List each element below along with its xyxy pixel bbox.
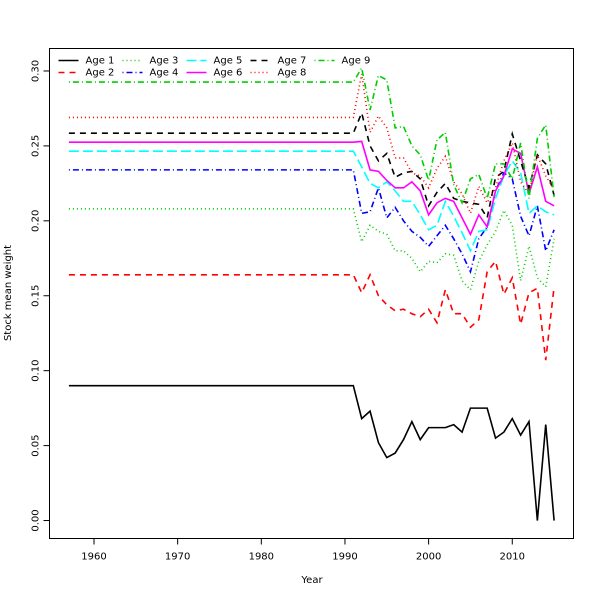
series-line — [68, 140, 555, 237]
legend-label: Age 9 — [342, 56, 371, 67]
x-tick-label: 1980 — [249, 552, 274, 563]
y-axis-label: Stock mean weight — [3, 245, 14, 341]
x-axis-label: Year — [300, 575, 323, 586]
y-tick-label: 0.25 — [31, 135, 42, 157]
legend-label: Age 5 — [214, 56, 243, 67]
legend-label: Age 2 — [86, 68, 115, 79]
series-line — [68, 65, 555, 205]
y-tick-label: 0.05 — [31, 434, 42, 456]
y-tick-label: 0.10 — [31, 360, 42, 382]
y-tick-label: 0.30 — [31, 60, 42, 82]
series-line — [68, 110, 555, 220]
series-line — [68, 150, 555, 253]
x-tick-label: 2010 — [500, 552, 525, 563]
series-line — [68, 384, 555, 521]
legend-label: Age 8 — [278, 68, 307, 79]
plot-frame — [49, 48, 574, 539]
series-line — [68, 259, 555, 361]
y-tick-label: 0.15 — [31, 285, 42, 307]
legend-label: Age 4 — [150, 68, 179, 79]
series-line — [68, 208, 555, 292]
y-tick-label: 0.00 — [31, 509, 42, 531]
series-line — [68, 169, 555, 275]
x-tick-label: 2000 — [416, 552, 441, 563]
legend-label: Age 3 — [150, 56, 179, 67]
x-tick-label: 1990 — [332, 552, 357, 563]
y-tick-label: 0.20 — [31, 210, 42, 232]
x-tick-label: 1960 — [81, 552, 106, 563]
legend-label: Age 7 — [278, 56, 307, 67]
legend-label: Age 6 — [214, 68, 243, 79]
series-line — [68, 73, 555, 216]
legend-label: Age 1 — [86, 56, 115, 67]
x-tick-label: 1970 — [165, 552, 190, 563]
